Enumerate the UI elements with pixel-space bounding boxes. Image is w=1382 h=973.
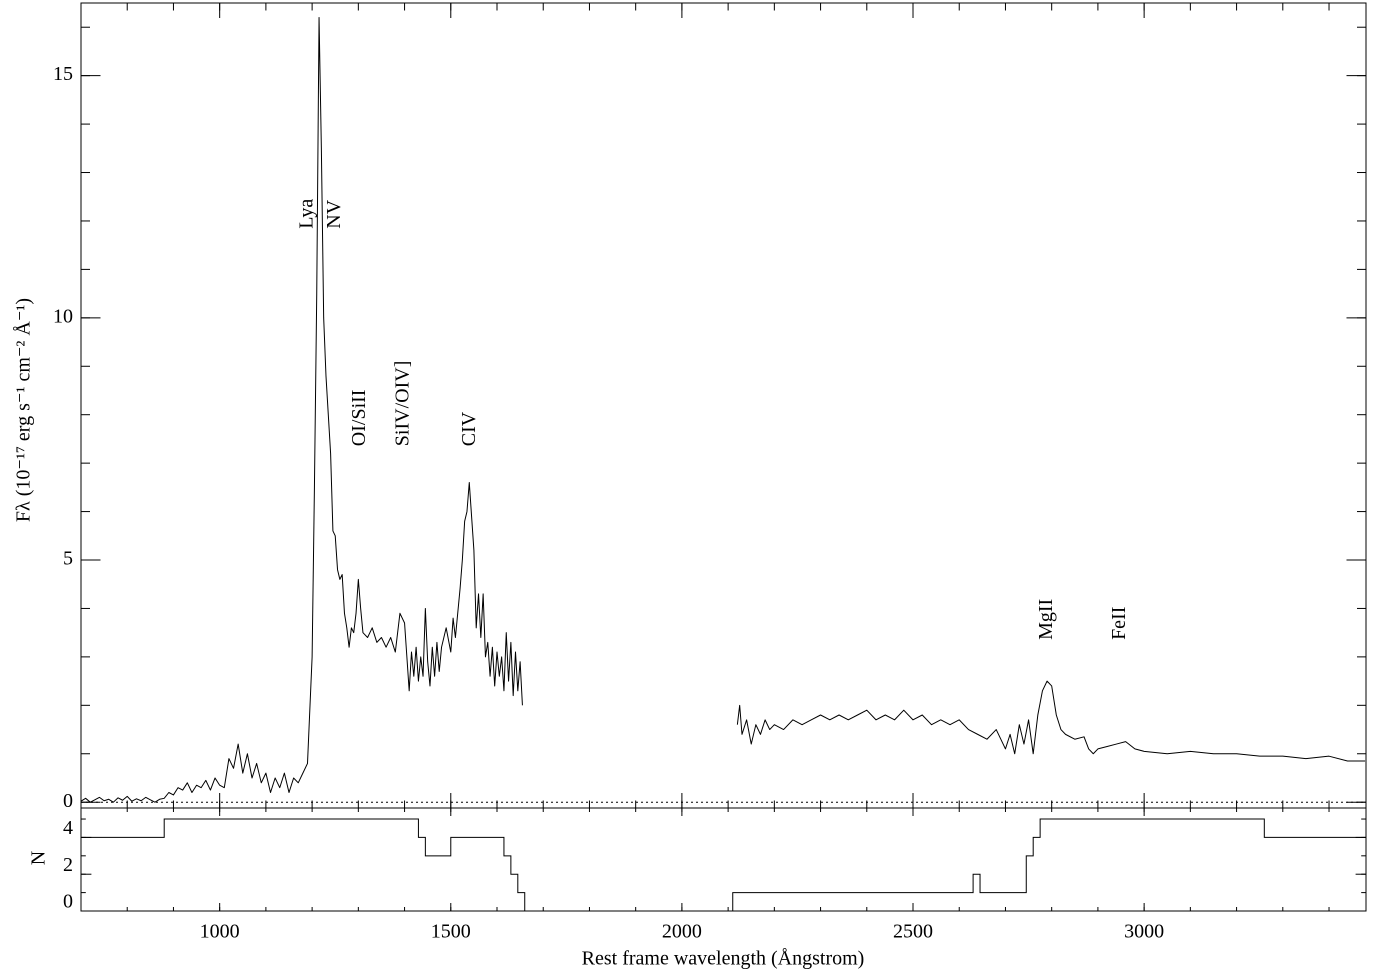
y-tick-label: 0: [63, 891, 73, 913]
y-tick-label: 0: [63, 790, 73, 812]
x-tick-label: 1500: [431, 921, 471, 943]
y-tick-label: 2: [63, 854, 73, 876]
y-tick-label: 5: [63, 548, 73, 570]
y-tick-label: 15: [53, 63, 73, 85]
line-label: FeII: [1108, 607, 1130, 640]
y-tick-label: 4: [63, 817, 73, 839]
line-label: Lya: [296, 199, 318, 229]
x-tick-label: 2000: [662, 921, 702, 943]
line-label: MgII: [1035, 599, 1057, 640]
line-label: CIV: [458, 411, 480, 446]
line-label: SiIV/OIV]: [392, 361, 414, 447]
y-axis-label: Fλ (10⁻¹⁷ erg s⁻¹ cm⁻² Å⁻¹): [13, 298, 35, 522]
x-tick-label: 2500: [893, 921, 933, 943]
y-axis-label: N: [28, 851, 50, 865]
x-axis-label: Rest frame wavelength (Ångstrom): [582, 948, 865, 970]
plot-frame: [80, 2, 1367, 809]
plot-frame: [80, 807, 1367, 912]
x-tick-label: 3000: [1124, 921, 1164, 943]
x-tick-label: 1000: [200, 921, 240, 943]
y-tick-label: 10: [53, 305, 73, 327]
line-label: OI/SiII: [348, 390, 370, 447]
count-step: [81, 818, 1366, 912]
spectrum-line: [736, 680, 1366, 762]
line-label: NV: [323, 199, 345, 228]
spectrum-line: [80, 17, 523, 803]
